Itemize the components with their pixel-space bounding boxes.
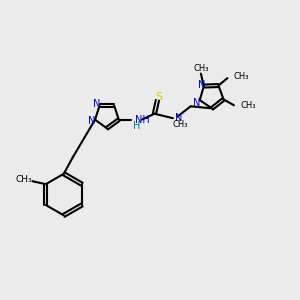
Text: N: N bbox=[88, 116, 96, 126]
Text: N: N bbox=[175, 113, 182, 123]
Text: N: N bbox=[198, 80, 205, 90]
Text: CH₃: CH₃ bbox=[172, 120, 188, 129]
Text: CH₃: CH₃ bbox=[16, 175, 32, 184]
Text: H: H bbox=[133, 121, 140, 131]
Text: N: N bbox=[94, 99, 101, 109]
Text: CH₃: CH₃ bbox=[240, 101, 256, 110]
Text: NH: NH bbox=[135, 115, 150, 125]
Text: CH₃: CH₃ bbox=[234, 72, 249, 81]
Text: CH₃: CH₃ bbox=[193, 64, 208, 73]
Text: N: N bbox=[193, 98, 200, 108]
Text: S: S bbox=[155, 92, 163, 102]
